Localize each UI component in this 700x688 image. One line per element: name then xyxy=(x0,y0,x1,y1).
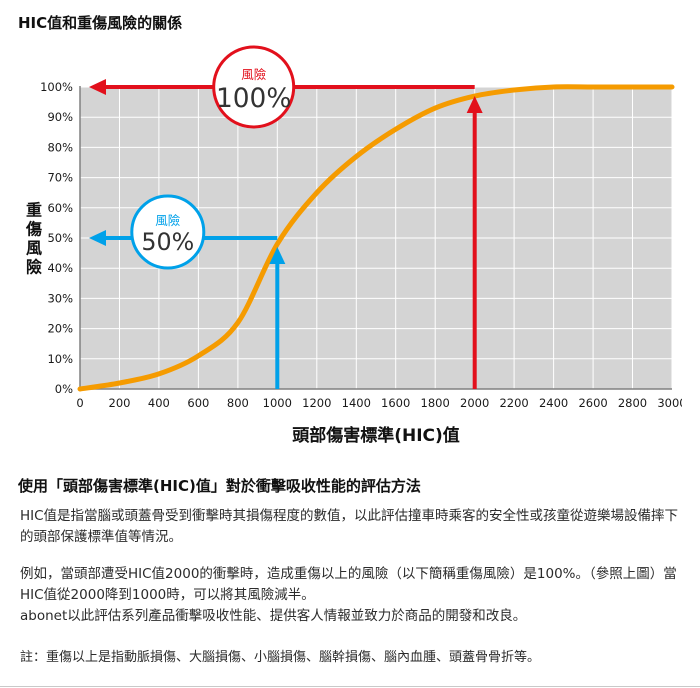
page-title: HIC值和重傷風險的關係 xyxy=(18,14,183,32)
risk-badge-circle xyxy=(212,45,296,129)
svg-text:400: 400 xyxy=(148,396,170,410)
svg-text:0: 0 xyxy=(76,396,83,410)
x-tick-labels: 0 200 400 600 800 1000 1200 1400 1600 1800 2000 220… xyxy=(76,396,682,410)
h-arrow-head xyxy=(89,230,106,246)
svg-text:10%: 10% xyxy=(47,352,73,366)
svg-text:2400: 2400 xyxy=(539,396,568,410)
svg-text:800: 800 xyxy=(227,396,249,410)
risk-curve xyxy=(77,84,675,392)
y-axis-label: 重傷風險 xyxy=(25,201,42,277)
svg-text:30%: 30% xyxy=(47,291,73,305)
svg-text:2000: 2000 xyxy=(460,396,489,410)
hic-risk-chart: 風險 50% 風險 100% 0 200 400 600 800 1000 1200 1400 1600… xyxy=(18,41,682,455)
v-arrow-shaft xyxy=(275,262,280,389)
axes xyxy=(79,86,672,390)
explanation-section: 使用「頭部傷害標準(HIC)值」對於衝擊吸收性能的評估方法 HIC值是指當腦或頭… xyxy=(18,475,682,665)
svg-text:50%: 50% xyxy=(47,231,73,245)
paragraph-example: 例如，當頭部遭受HIC值2000的衝擊時，造成重傷以上的風險（以下簡稱重傷風險）… xyxy=(20,565,677,625)
svg-text:1800: 1800 xyxy=(421,396,450,410)
svg-text:60%: 60% xyxy=(47,201,73,215)
svg-text:70%: 70% xyxy=(47,171,73,185)
svg-text:1000: 1000 xyxy=(263,396,292,410)
svg-text:2600: 2600 xyxy=(578,396,607,410)
svg-text:40%: 40% xyxy=(47,261,73,275)
svg-text:90%: 90% xyxy=(47,110,73,124)
svg-text:0%: 0% xyxy=(55,382,73,396)
risk-badge-circle xyxy=(130,194,206,270)
svg-text:重: 重 xyxy=(26,201,42,220)
svg-text:200: 200 xyxy=(109,396,131,410)
v-arrow-head xyxy=(466,96,483,113)
risk-badge-value: 50% xyxy=(141,228,194,256)
svg-text:80%: 80% xyxy=(47,140,73,154)
svg-text:1200: 1200 xyxy=(302,396,331,410)
risk-badge-value: 100% xyxy=(216,83,291,114)
svg-text:險: 險 xyxy=(26,258,42,277)
svg-text:傷: 傷 xyxy=(25,220,42,239)
risk-badge-label: 風險 xyxy=(241,67,267,82)
section-heading: 使用「頭部傷害標準(HIC)值」對於衝擊吸收性能的評估方法 xyxy=(18,477,421,495)
x-axis-label: 頭部傷害標準(HIC)值 xyxy=(292,425,460,446)
svg-text:100%: 100% xyxy=(40,80,73,94)
y-tick-labels: 0% 10% 20% 30% 40% 50% 60% 70% 80% 90% 100% xyxy=(40,80,73,396)
h-arrow-head xyxy=(89,79,106,95)
svg-text:1400: 1400 xyxy=(342,396,371,410)
paragraph-hic-definition: HIC值是指當腦或頭蓋骨受到衝擊時其損傷程度的數值，以此評估撞車時乘客的安全性或… xyxy=(20,508,679,546)
svg-text:20%: 20% xyxy=(47,322,73,336)
v-arrow-shaft xyxy=(472,111,477,389)
v-arrow-head xyxy=(269,247,286,264)
svg-text:2200: 2200 xyxy=(499,396,528,410)
footnote: 註：重傷以上是指動脈損傷、大腦損傷、小腦損傷、腦幹損傷、腦內血腫、頭蓋骨骨折等。 xyxy=(20,649,541,665)
svg-text:1600: 1600 xyxy=(381,396,410,410)
risk-badge-label: 風險 xyxy=(155,213,181,228)
svg-text:風: 風 xyxy=(26,239,42,258)
svg-text:2800: 2800 xyxy=(618,396,647,410)
svg-text:600: 600 xyxy=(187,396,209,410)
